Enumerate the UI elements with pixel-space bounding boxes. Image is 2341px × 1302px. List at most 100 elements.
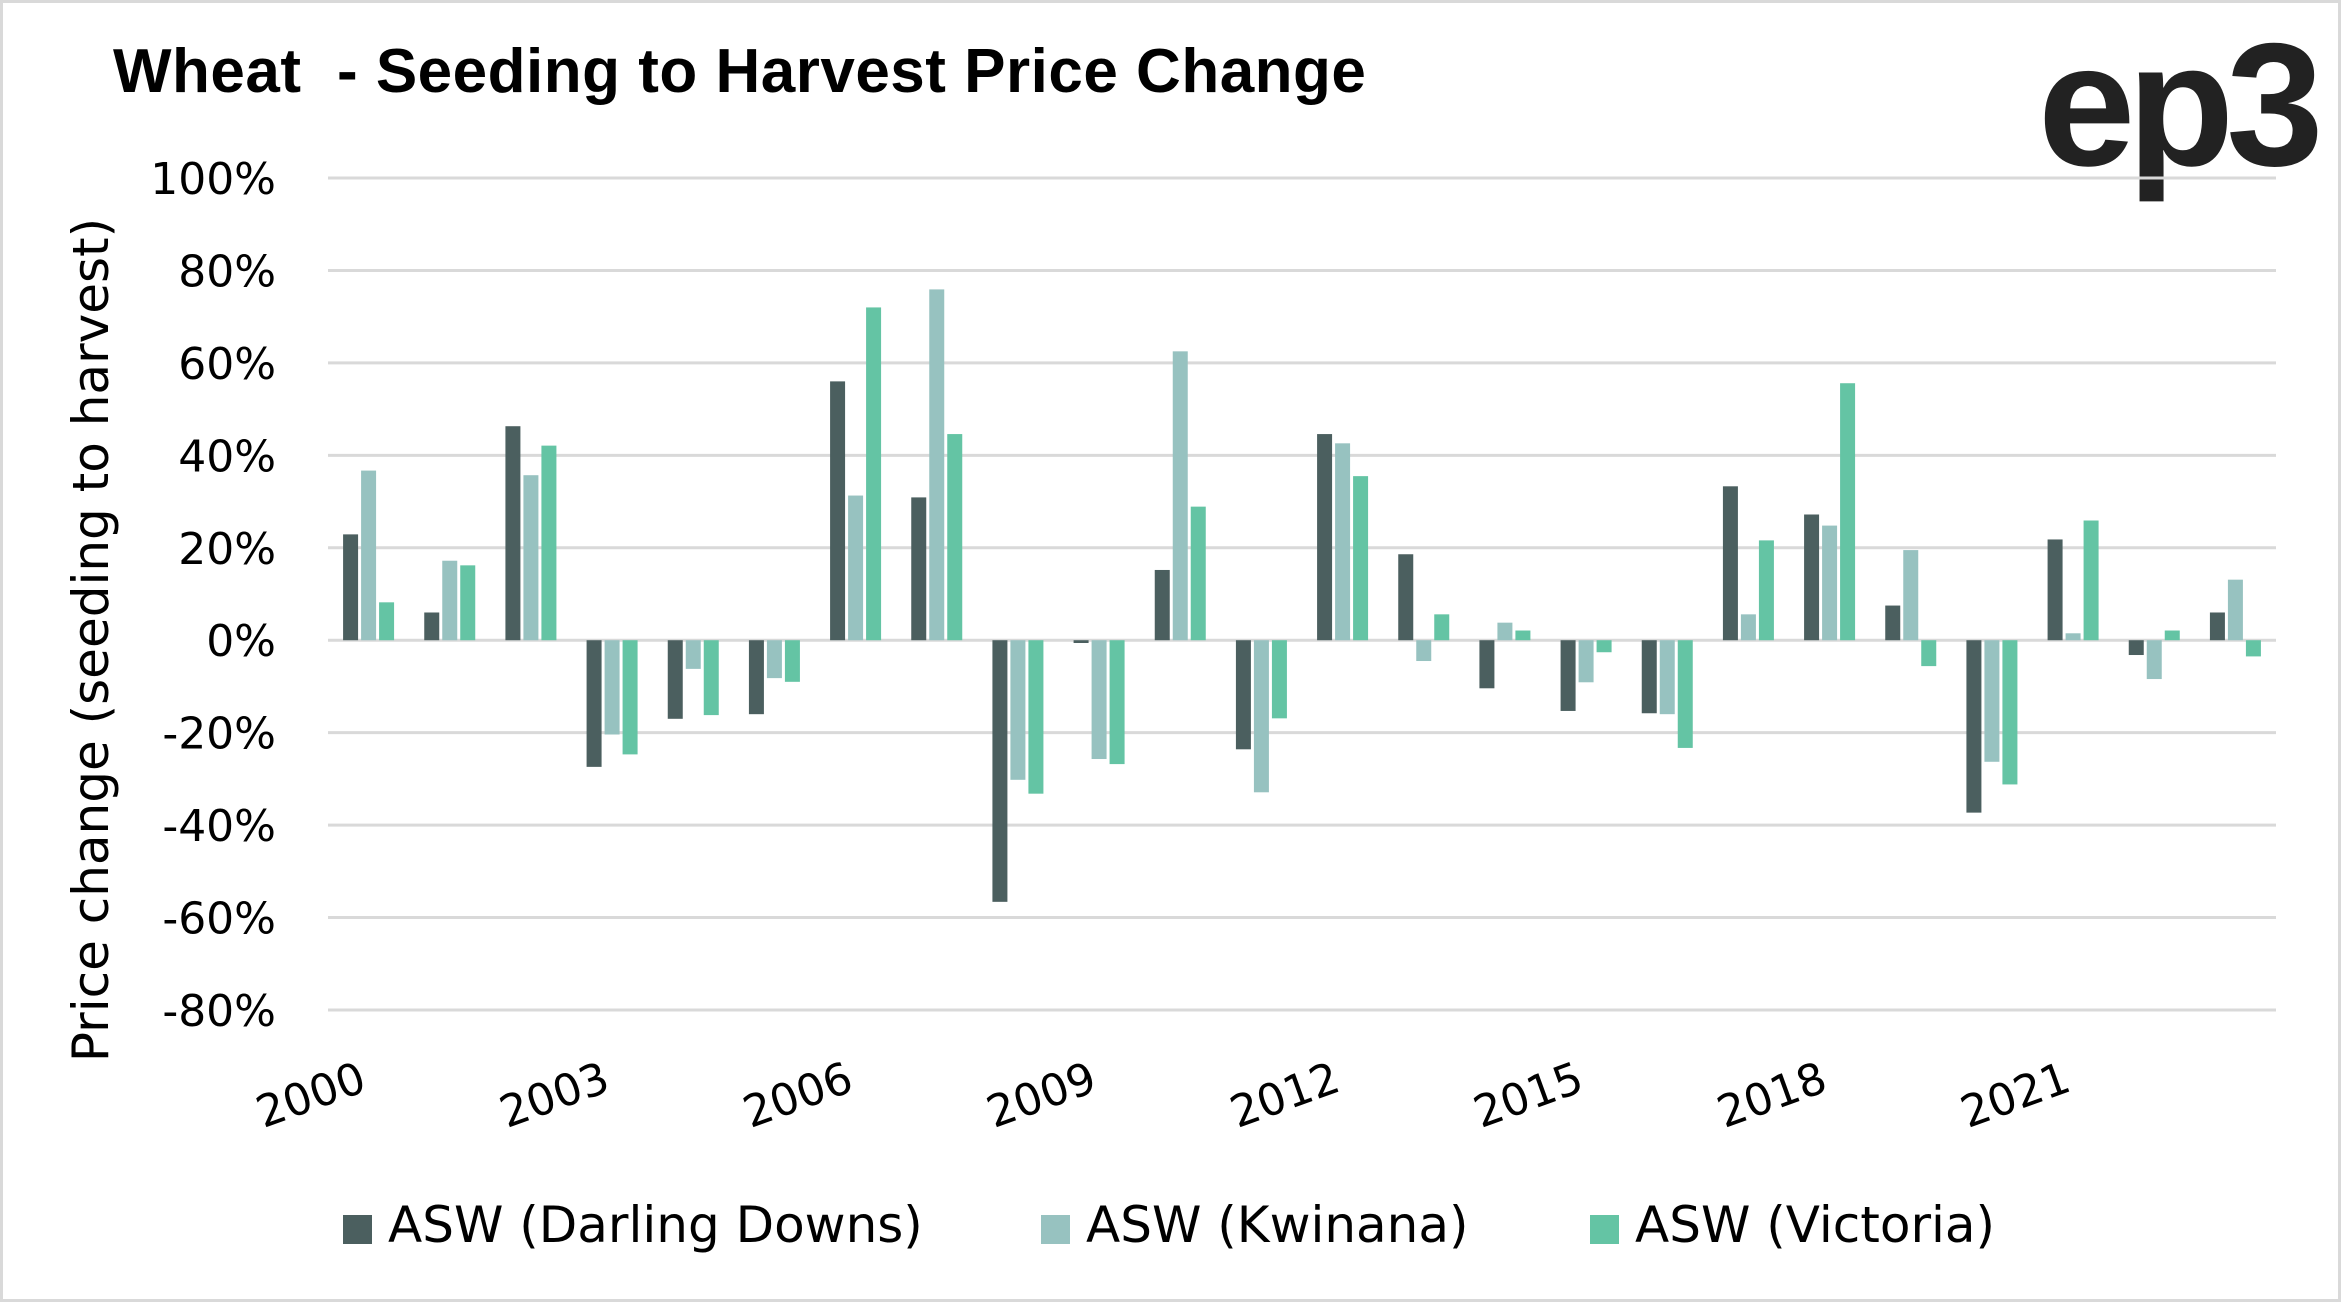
bar-asw-kwinana-2003 [604,640,620,735]
bar-asw-kwinana-2002 [523,475,539,641]
bar-asw-darling-downs-2011 [1235,640,1251,750]
bar-asw-kwinana-2005 [766,640,782,679]
bar-asw-darling-downs-2000 [343,534,359,641]
bar-asw-darling-downs-2001 [424,612,440,641]
bar-asw-kwinana-2022 [2146,640,2162,680]
y-tick-label: 80% [178,246,276,297]
bar-asw-kwinana-2011 [1253,640,1269,793]
bar-asw-kwinana-2009 [1091,640,1107,760]
bar-asw-victoria-2008 [1028,640,1044,794]
chart-title: Wheat - Seeding to Harvest Price Change [113,37,1367,106]
bar-asw-darling-downs-2002 [505,426,521,641]
y-axis-label: Price change (seeding to harvest) [62,218,120,1062]
legend-item: ASW (Kwinana) [1041,1190,1469,1260]
bar-asw-victoria-2016 [1677,640,1693,748]
bar-asw-darling-downs-2003 [586,640,602,767]
bar-asw-victoria-2022 [2164,630,2180,641]
bar-asw-kwinana-2020 [1984,640,2000,762]
bar-asw-darling-downs-2004 [667,640,683,719]
bar-asw-victoria-2018 [1840,383,1856,641]
bar-asw-kwinana-2023 [2227,579,2243,641]
legend-item: ASW (Victoria) [1590,1190,1995,1260]
y-tick-label: -20% [162,709,276,760]
x-tick-label: 2012 [1224,1052,1347,1138]
legend-swatch [1041,1214,1070,1244]
bar-asw-victoria-2010 [1190,506,1206,641]
legend-swatch [343,1214,372,1244]
bar-asw-kwinana-2013 [1416,640,1432,662]
y-tick-label: 0% [206,616,276,667]
y-tick-label: -80% [162,986,276,1037]
bar-asw-victoria-2001 [460,565,476,641]
bar-asw-victoria-2023 [2245,640,2261,657]
bar-asw-darling-downs-2007 [911,497,927,641]
bar-asw-darling-downs-2021 [2047,539,2063,641]
bar-asw-kwinana-2004 [685,640,701,669]
gridlines [328,176,2276,1012]
bar-asw-darling-downs-2005 [748,640,764,715]
bar-asw-darling-downs-2016 [1641,640,1657,714]
ep3-logo: ep3 [2038,8,2324,203]
bar-asw-kwinana-2021 [2065,633,2081,641]
bar-asw-victoria-2013 [1434,614,1450,641]
y-tick-label: 40% [178,431,276,482]
x-tick-label: 2018 [1711,1052,1834,1138]
bar-asw-kwinana-2016 [1659,640,1675,715]
bar-asw-victoria-2002 [541,445,557,641]
legend-label: ASW (Kwinana) [1086,1196,1469,1254]
x-tick-label: 2021 [1954,1052,2077,1138]
bar-asw-victoria-2021 [2083,520,2099,641]
bar-asw-darling-downs-2019 [1885,605,1901,641]
bar-asw-kwinana-2000 [361,470,377,641]
x-tick-label: 2003 [493,1052,616,1138]
bar-asw-darling-downs-2006 [830,381,846,641]
bar-asw-darling-downs-2012 [1317,434,1333,641]
bar-asw-kwinana-2008 [1010,640,1026,780]
bar-asw-kwinana-2006 [848,495,864,641]
bar-asw-darling-downs-2009 [1073,640,1089,643]
bar-asw-victoria-2007 [947,434,963,641]
bar-asw-kwinana-2014 [1497,622,1513,641]
bar-asw-victoria-2011 [1271,640,1287,719]
bar-asw-victoria-2019 [1921,640,1937,667]
bar-asw-victoria-2012 [1353,476,1369,641]
bar-asw-darling-downs-2013 [1398,554,1414,641]
legend-label: ASW (Darling Downs) [388,1196,923,1254]
bar-asw-victoria-2017 [1758,540,1774,641]
bar-asw-darling-downs-2010 [1154,569,1170,641]
bar-asw-kwinana-2001 [442,560,458,641]
bar-asw-victoria-2009 [1109,640,1125,765]
y-tick-label: -60% [162,894,276,945]
legend-item: ASW (Darling Downs) [343,1190,923,1260]
x-tick-label: 2006 [737,1052,860,1138]
bar-asw-kwinana-2017 [1740,614,1756,641]
bar-asw-darling-downs-2015 [1560,640,1576,711]
bar-asw-victoria-2003 [622,640,638,755]
legend-swatch [1590,1214,1619,1244]
bar-asw-darling-downs-2023 [2209,612,2225,641]
y-tick-label: 60% [178,339,276,390]
legend-label: ASW (Victoria) [1635,1196,1996,1254]
bar-asw-victoria-2006 [866,307,882,641]
bar-asw-kwinana-2018 [1822,525,1838,641]
x-tick-label: 2000 [250,1052,373,1138]
y-axis-ticks: 100% 80% 60% 40% 20% 0% -20% -40% -60% -80% [150,154,276,1037]
bar-asw-darling-downs-2014 [1479,640,1495,689]
bar-asw-darling-downs-2008 [992,640,1008,902]
bar-asw-darling-downs-2018 [1804,514,1820,641]
bar-asw-darling-downs-2020 [1966,640,1982,813]
x-tick-label: 2015 [1467,1052,1590,1138]
bar-asw-darling-downs-2017 [1722,486,1738,641]
y-tick-label: 20% [178,524,276,575]
y-tick-label: -40% [162,801,276,852]
bar-asw-victoria-2014 [1515,630,1531,641]
bars [343,289,2261,902]
x-axis-ticks: 2000 2003 2006 2009 2012 2015 2018 2021 [250,1052,2077,1138]
x-tick-label: 2009 [980,1052,1103,1138]
bar-asw-victoria-2000 [379,602,395,641]
legend: ASW (Darling Downs) ASW (Kwinana) ASW (Vic… [0,1190,2341,1260]
bar-asw-victoria-2015 [1596,640,1612,653]
bar-asw-kwinana-2012 [1335,443,1351,641]
